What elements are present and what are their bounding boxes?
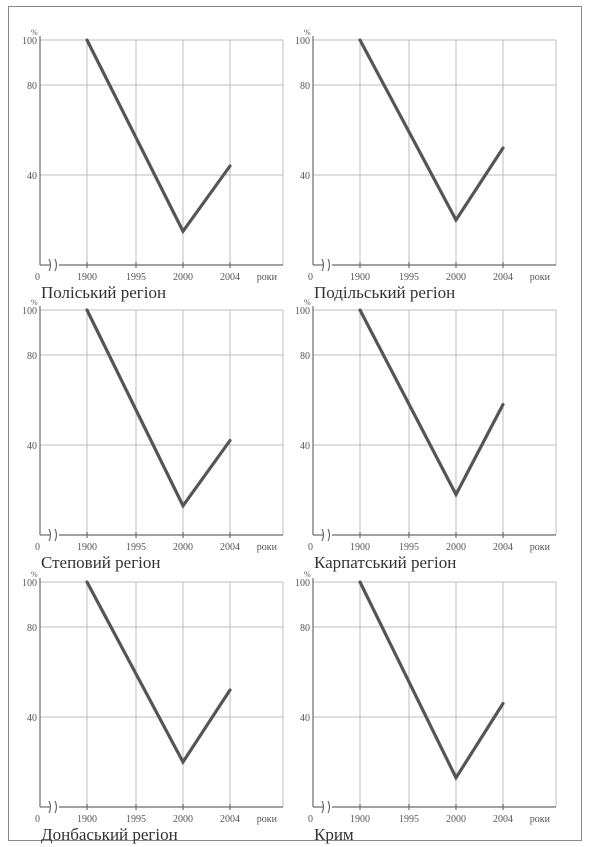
x-tick-label: 1995 [126,814,146,825]
axis-break-mark [54,258,58,272]
axis-break-mark [321,800,325,814]
axis-break-mark [327,528,331,542]
x-tick-label: 1995 [126,272,146,283]
x-tick-label: 2004 [493,272,513,283]
axis-break-mark [321,258,325,272]
x-tick-label-zero: 0 [35,542,40,553]
y-tick-label: 100 [295,578,310,589]
y-tick-label: 40 [300,713,310,724]
chart-panel: %100 80 40 0 1900 1995 2000 2004 роки Поліський р… [22,28,284,302]
chart-panel: %100 80 40 0 1900 1995 2000 2004 роки Крим [295,570,557,844]
data-line [358,580,505,782]
x-tick-label: 1995 [126,542,146,553]
data-line [358,38,505,224]
axis-break-mark [321,528,325,542]
y-tick-label: 100 [22,306,37,317]
x-axis-label: роки [530,814,551,825]
x-tick-label-zero: 0 [35,814,40,825]
x-tick-label: 2004 [220,814,240,825]
x-tick-label: 2004 [493,814,513,825]
y-tick-label: 40 [27,171,37,182]
y-tick-label: 100 [22,578,37,589]
y-tick-label: 100 [295,306,310,317]
axis-break-mark [54,800,58,814]
data-line [85,580,232,766]
y-axis-unit: % [31,570,38,579]
figure-frame [8,6,582,841]
y-tick-label: 80 [27,81,37,92]
y-axis-unit: % [304,570,311,579]
x-tick-label: 2004 [220,542,240,553]
data-line [358,308,505,498]
x-tick-label-zero: 0 [308,272,313,283]
x-tick-label-zero: 0 [308,814,313,825]
x-tick-label: 2000 [173,542,193,553]
chart-panel: %100 80 40 0 1900 1995 2000 2004 роки Донбаський … [22,570,284,844]
x-tick-label: 2000 [446,814,466,825]
y-tick-label: 80 [300,623,310,634]
x-tick-label: 1900 [350,542,370,553]
chart-title: Подільський регіон [314,283,455,302]
y-tick-label: 80 [27,351,37,362]
x-tick-label: 1995 [399,272,419,283]
y-tick-label: 40 [27,441,37,452]
x-tick-label: 2000 [446,272,466,283]
chart-panel: %100 80 40 0 1900 1995 2000 2004 роки Карпатський… [295,298,557,572]
chart-title: Крим [314,825,354,844]
chart-title: Поліський регіон [41,283,166,302]
x-axis-label: роки [530,542,551,553]
x-axis-label: роки [257,272,278,283]
x-tick-label-zero: 0 [35,272,40,283]
data-line [85,38,232,235]
x-axis-label: роки [257,814,278,825]
x-tick-label: 2004 [493,542,513,553]
x-tick-label: 1900 [77,542,97,553]
y-axis-unit: % [31,28,38,37]
chart-title: Донбаський регіон [41,825,178,844]
x-tick-label: 2000 [173,272,193,283]
x-tick-label: 1900 [77,272,97,283]
chart-title: Карпатський регіон [314,553,456,572]
y-tick-label: 40 [300,441,310,452]
axis-break-mark [48,528,52,542]
x-tick-label: 2000 [173,814,193,825]
axis-break-mark [327,800,331,814]
axis-break-mark [48,800,52,814]
y-tick-label: 40 [27,713,37,724]
chart-title: Степовий регіон [41,553,161,572]
y-tick-label: 100 [295,36,310,47]
x-tick-label: 1900 [77,814,97,825]
y-tick-label: 100 [22,36,37,47]
y-tick-label: 80 [300,351,310,362]
x-axis-label: роки [257,542,278,553]
y-axis-unit: % [31,298,38,307]
x-tick-label: 1995 [399,542,419,553]
axis-break-mark [48,258,52,272]
chart-panel: %100 80 40 0 1900 1995 2000 2004 роки Степовий ре… [22,298,284,572]
y-axis-unit: % [304,28,311,37]
data-line [85,308,232,509]
x-tick-label: 2000 [446,542,466,553]
y-axis-unit: % [304,298,311,307]
y-tick-label: 80 [27,623,37,634]
x-tick-label: 1900 [350,814,370,825]
axis-break-mark [54,528,58,542]
x-tick-label: 2004 [220,272,240,283]
x-axis-label: роки [530,272,551,283]
y-tick-label: 80 [300,81,310,92]
x-tick-label: 1900 [350,272,370,283]
x-tick-label-zero: 0 [308,542,313,553]
x-tick-label: 1995 [399,814,419,825]
chart-panel: %100 80 40 0 1900 1995 2000 2004 роки Подільський… [295,28,557,302]
axis-break-mark [327,258,331,272]
y-tick-label: 40 [300,171,310,182]
